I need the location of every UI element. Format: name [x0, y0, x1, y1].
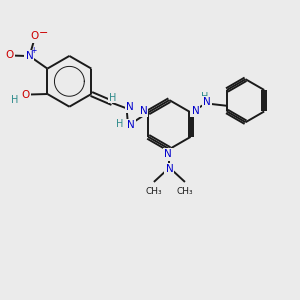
Text: O: O: [31, 32, 39, 41]
Text: N: N: [203, 97, 211, 107]
Text: O: O: [21, 90, 29, 100]
Text: H: H: [11, 95, 18, 105]
Text: O: O: [5, 50, 14, 61]
Text: N: N: [164, 149, 172, 160]
Text: N: N: [166, 164, 173, 174]
Text: N: N: [140, 106, 147, 116]
Text: +: +: [31, 46, 37, 55]
Text: H: H: [109, 93, 116, 103]
Text: N: N: [26, 51, 33, 61]
Text: CH₃: CH₃: [146, 187, 162, 196]
Text: −: −: [39, 28, 49, 38]
Text: N: N: [127, 120, 135, 130]
Text: CH₃: CH₃: [177, 187, 193, 196]
Text: N: N: [191, 106, 199, 116]
Text: H: H: [201, 92, 208, 102]
Text: N: N: [126, 102, 134, 112]
Text: H: H: [116, 119, 123, 129]
